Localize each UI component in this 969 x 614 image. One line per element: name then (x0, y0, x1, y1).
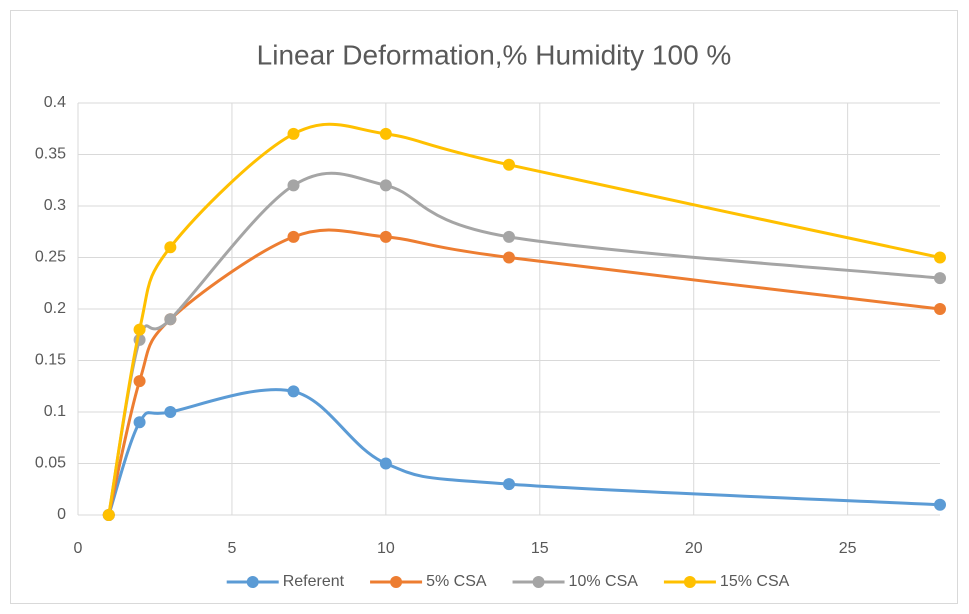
data-point (503, 478, 515, 491)
data-point (503, 230, 515, 243)
data-point (164, 241, 177, 254)
data-point (102, 509, 115, 521)
data-point (133, 416, 146, 429)
legend-marker (683, 576, 696, 588)
x-tick-label: 20 (685, 540, 703, 557)
data-point (503, 158, 515, 171)
legend-marker (246, 576, 259, 588)
legend-label: Referent (283, 573, 345, 590)
legend-label: 5% CSA (426, 573, 487, 590)
data-point (164, 313, 177, 326)
data-point (287, 385, 300, 398)
y-tick-label: 0.35 (35, 146, 66, 163)
data-point (379, 127, 392, 140)
data-point (934, 251, 946, 264)
data-point (133, 323, 146, 336)
chart-border (10, 10, 958, 604)
x-tick-label: 15 (531, 540, 549, 557)
data-point (287, 179, 300, 192)
x-tick-label: 0 (74, 540, 83, 557)
x-tick-label: 10 (377, 540, 395, 557)
data-point (379, 457, 392, 470)
y-tick-label: 0 (57, 506, 66, 523)
y-tick-label: 0.15 (35, 352, 66, 369)
legend-label: 15% CSA (720, 573, 790, 590)
data-point (133, 375, 146, 388)
x-tick-label: 5 (227, 540, 236, 557)
y-tick-label: 0.05 (35, 455, 66, 472)
y-tick-label: 0.4 (44, 94, 66, 111)
y-tick-label: 0.25 (35, 249, 66, 266)
legend-label: 10% CSA (569, 573, 639, 590)
data-point (934, 272, 946, 285)
data-point (379, 230, 392, 243)
legend-marker (532, 576, 545, 588)
y-tick-label: 0.2 (44, 300, 66, 317)
data-point (503, 251, 515, 264)
x-tick-label: 25 (839, 540, 857, 557)
y-tick-label: 0.3 (44, 197, 66, 214)
legend-marker (390, 576, 403, 588)
series-line (107, 388, 941, 516)
data-point (934, 303, 946, 315)
y-tick-label: 0.1 (44, 403, 66, 420)
chart-title: Linear Deformation,% Humidity 100 % (257, 39, 732, 70)
data-point (287, 127, 300, 140)
data-point (934, 498, 946, 511)
data-point (379, 179, 392, 192)
data-point (287, 230, 300, 243)
data-point (164, 406, 177, 418)
